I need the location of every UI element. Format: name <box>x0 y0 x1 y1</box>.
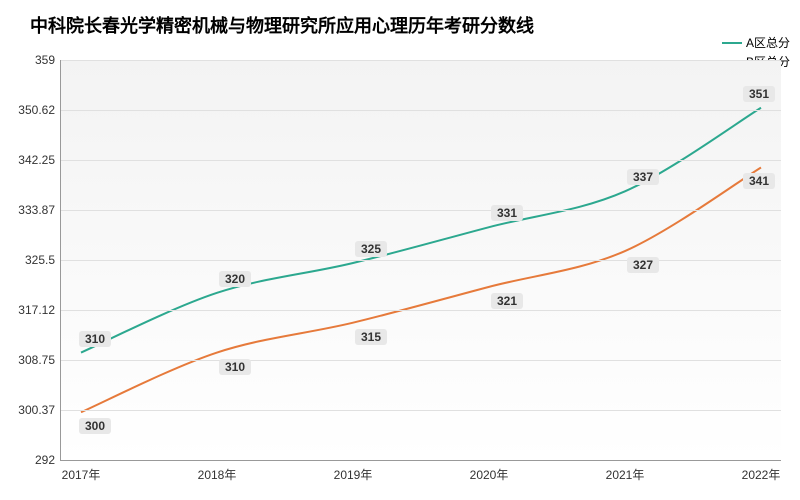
x-tick-label: 2022年 <box>742 460 781 483</box>
y-tick-label: 325.5 <box>25 253 61 267</box>
plot-area: 292300.37308.75317.12325.5333.87342.2535… <box>60 60 781 461</box>
gridline <box>61 360 781 361</box>
point-label: 341 <box>743 173 775 189</box>
line-chart: 中科院长春光学精密机械与物理研究所应用心理历年考研分数线 A区总分B区总分 29… <box>0 0 800 500</box>
point-label: 321 <box>491 293 523 309</box>
y-tick-label: 292 <box>35 453 61 467</box>
y-tick-label: 342.25 <box>18 153 61 167</box>
point-label: 351 <box>743 86 775 102</box>
legend-label: A区总分 <box>746 34 790 51</box>
x-tick-label: 2018年 <box>198 460 237 483</box>
gridline <box>61 410 781 411</box>
x-tick-label: 2020年 <box>470 460 509 483</box>
gridline <box>61 160 781 161</box>
point-label: 300 <box>79 418 111 434</box>
legend-item: A区总分 <box>722 34 790 51</box>
point-label: 327 <box>627 257 659 273</box>
y-tick-label: 333.87 <box>18 203 61 217</box>
point-label: 331 <box>491 205 523 221</box>
point-label: 315 <box>355 329 387 345</box>
series-line <box>81 167 761 412</box>
point-label: 325 <box>355 241 387 257</box>
y-tick-label: 300.37 <box>18 403 61 417</box>
y-tick-label: 317.12 <box>18 303 61 317</box>
point-label: 337 <box>627 169 659 185</box>
y-tick-label: 308.75 <box>18 353 61 367</box>
point-label: 310 <box>219 359 251 375</box>
gridline <box>61 260 781 261</box>
x-tick-label: 2021年 <box>606 460 645 483</box>
legend-swatch <box>722 42 742 44</box>
x-tick-label: 2019年 <box>334 460 373 483</box>
chart-title: 中科院长春光学精密机械与物理研究所应用心理历年考研分数线 <box>30 12 534 38</box>
y-tick-label: 359 <box>35 53 61 67</box>
gridline <box>61 60 781 61</box>
point-label: 320 <box>219 271 251 287</box>
gridline <box>61 110 781 111</box>
x-tick-label: 2017年 <box>62 460 101 483</box>
gridline <box>61 310 781 311</box>
point-label: 310 <box>79 331 111 347</box>
y-tick-label: 350.62 <box>18 103 61 117</box>
gridline <box>61 210 781 211</box>
series-line <box>81 108 761 353</box>
